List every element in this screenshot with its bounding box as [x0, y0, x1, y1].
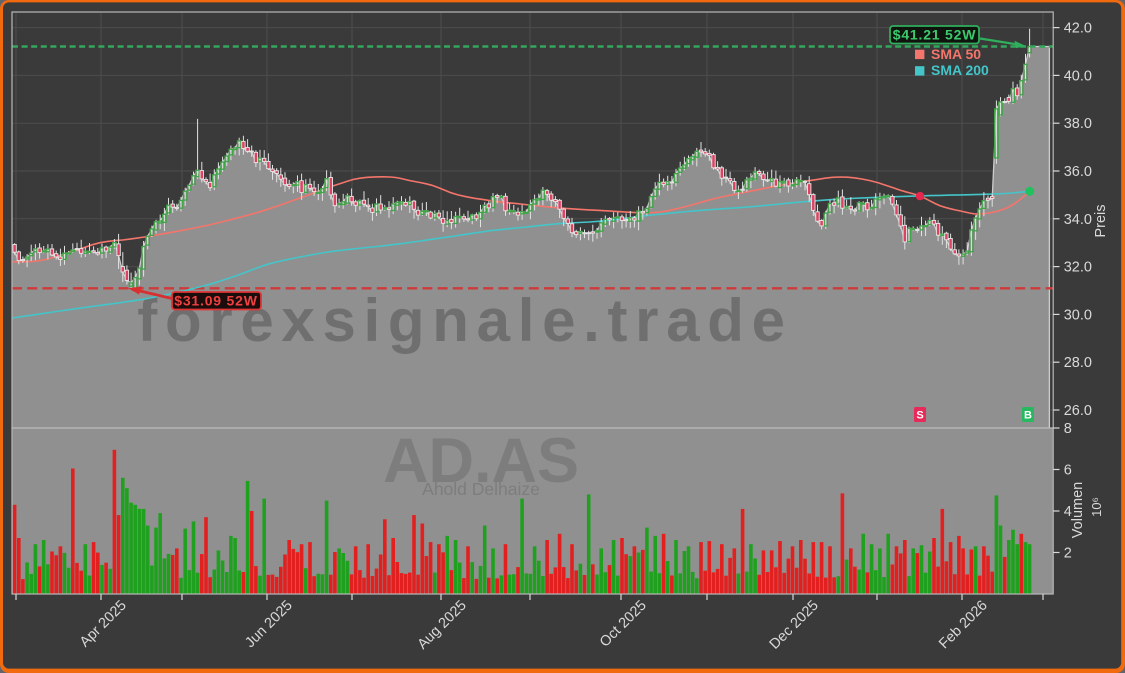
svg-text:42.0: 42.0 — [1064, 21, 1092, 37]
svg-text:4: 4 — [1064, 504, 1072, 520]
svg-text:SMA 50: SMA 50 — [931, 46, 981, 62]
svg-text:Ahold Delhaize: Ahold Delhaize — [422, 479, 540, 499]
svg-text:S: S — [916, 410, 923, 422]
svg-text:40.0: 40.0 — [1064, 68, 1092, 84]
svg-text:38.0: 38.0 — [1064, 116, 1092, 132]
svg-text:6: 6 — [1064, 463, 1072, 479]
svg-text:28.0: 28.0 — [1064, 355, 1092, 371]
svg-text:8: 8 — [1064, 421, 1072, 437]
svg-text:36.0: 36.0 — [1064, 164, 1092, 180]
svg-text:34.0: 34.0 — [1064, 212, 1092, 228]
svg-text:$31.09 52W: $31.09 52W — [174, 293, 258, 309]
svg-text:10⁶: 10⁶ — [1089, 497, 1104, 517]
svg-text:B: B — [1024, 410, 1032, 422]
svg-text:$41.21 52W: $41.21 52W — [893, 27, 977, 43]
svg-text:Preis: Preis — [1093, 204, 1109, 237]
svg-text:26.0: 26.0 — [1064, 403, 1092, 419]
svg-text:32.0: 32.0 — [1064, 260, 1092, 276]
svg-text:30.0: 30.0 — [1064, 307, 1092, 323]
svg-text:AD.AS: AD.AS — [383, 426, 579, 496]
svg-text:SMA 200: SMA 200 — [931, 62, 989, 78]
svg-text:2: 2 — [1064, 546, 1072, 562]
svg-text:Volumen: Volumen — [1070, 482, 1086, 538]
